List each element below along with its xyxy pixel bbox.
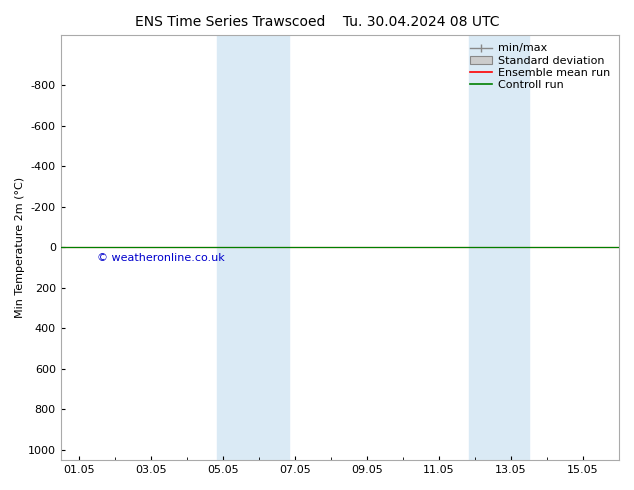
Legend: min/max, Standard deviation, Ensemble mean run, Controll run: min/max, Standard deviation, Ensemble me… — [467, 40, 614, 94]
Bar — [241, 35, 288, 460]
Bar — [469, 35, 493, 460]
Text: ENS Time Series Trawscoed    Tu. 30.04.2024 08 UTC: ENS Time Series Trawscoed Tu. 30.04.2024… — [135, 15, 499, 29]
Text: © weatheronline.co.uk: © weatheronline.co.uk — [96, 253, 224, 264]
Bar — [493, 35, 529, 460]
Y-axis label: Min Temperature 2m (°C): Min Temperature 2m (°C) — [15, 177, 25, 318]
Bar — [217, 35, 241, 460]
